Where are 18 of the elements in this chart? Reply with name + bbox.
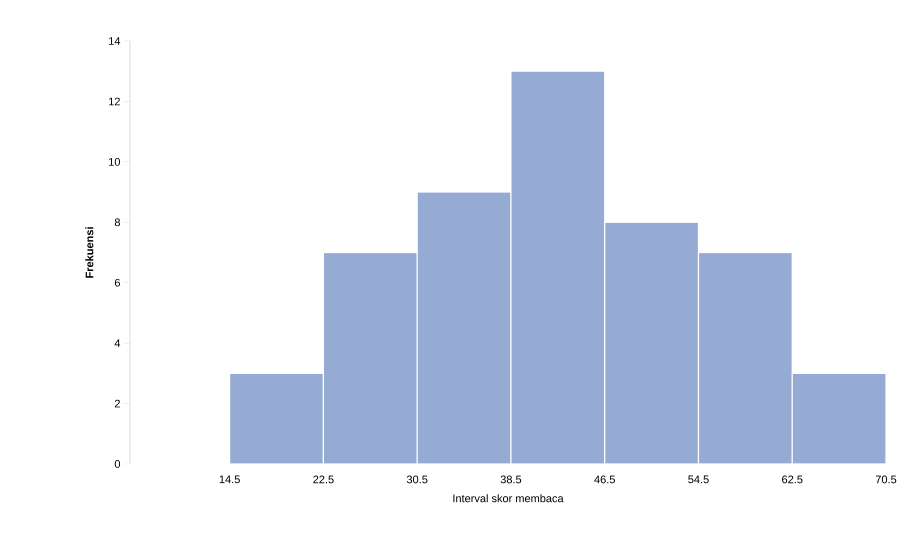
y-tick-label: 8	[114, 218, 120, 226]
x-axis-title: Interval skor membaca	[453, 494, 564, 502]
y-tick-label: 12	[109, 98, 120, 106]
y-tick-label: 0	[114, 460, 120, 468]
y-tick-label: 6	[114, 278, 120, 287]
x-tick-label: 38.5	[500, 476, 522, 484]
x-tick-label: 62.5	[782, 476, 802, 484]
y-tick-label: 10	[109, 158, 120, 166]
y-tick-label: 14	[109, 37, 120, 45]
y-tick-label: 2	[114, 400, 120, 408]
x-tick-label: 30.5	[406, 476, 428, 484]
x-tick-label: 46.5	[594, 476, 615, 484]
x-tick-label: 14.5	[220, 476, 240, 484]
x-tick-label: 54.5	[688, 476, 709, 484]
x-tick-label: 70.5	[876, 476, 896, 484]
x-tick-label: 22.5	[313, 476, 334, 484]
y-axis-title: Frekuensi	[85, 227, 94, 278]
y-tick-label: 4	[114, 339, 120, 347]
